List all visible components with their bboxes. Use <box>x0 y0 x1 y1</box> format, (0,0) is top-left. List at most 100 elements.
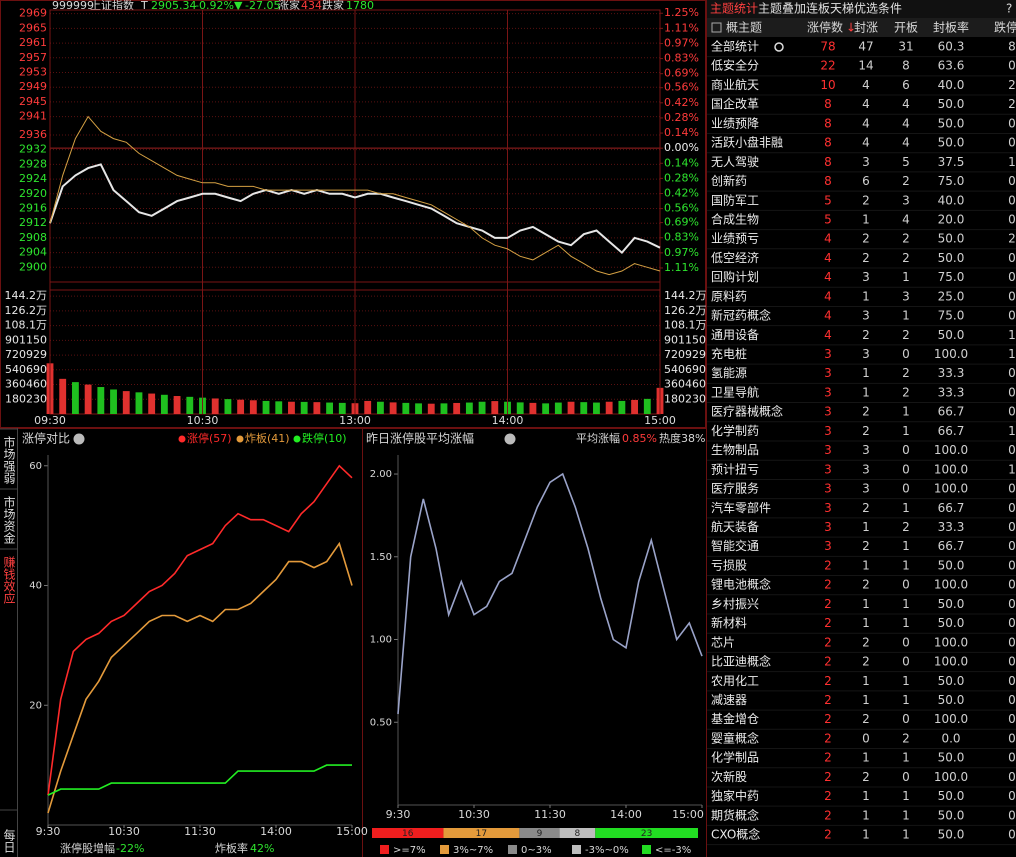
column-header[interactable]: 封涨 <box>854 20 878 35</box>
column-header[interactable]: 跌停数 <box>994 20 1016 35</box>
theme-name[interactable]: 期货概念 <box>711 807 759 822</box>
sort-arrow: ↓ <box>846 21 856 35</box>
table-cell: 2 <box>902 232 910 246</box>
theme-name[interactable]: 医疗器械概念 <box>711 404 783 419</box>
row-icon[interactable] <box>774 42 784 52</box>
theme-name[interactable]: 次新股 <box>711 769 747 784</box>
table-cell: 5 <box>902 155 910 169</box>
theme-name[interactable]: 婴童概念 <box>711 730 759 745</box>
volume-tick-label: 144.2万 <box>5 289 48 302</box>
info-icon[interactable] <box>73 433 85 445</box>
theme-name[interactable]: 全部统计 <box>711 39 759 54</box>
theme-name[interactable]: 化学制品 <box>711 750 759 765</box>
theme-name[interactable]: 低安全分 <box>711 58 759 73</box>
x-tick-label: 14:00 <box>260 825 292 838</box>
theme-name[interactable]: 氢能源 <box>711 365 747 380</box>
theme-name[interactable]: 农用化工 <box>711 674 759 688</box>
theme-name[interactable]: 芯片 <box>711 635 735 649</box>
table-cell: 50.0 <box>938 558 965 572</box>
theme-name[interactable]: 亏损股 <box>711 558 747 572</box>
theme-name[interactable]: 合成生物 <box>711 211 759 226</box>
theme-name[interactable]: 比亚迪概念 <box>711 654 771 669</box>
volume-tick-label: 126.2万 <box>5 304 48 317</box>
column-header[interactable]: 封板率 <box>933 20 969 35</box>
table-cell: 2 <box>824 828 832 842</box>
table-cell: 100.0 <box>934 635 968 649</box>
table-cell: 1 <box>862 520 870 534</box>
theme-name[interactable]: 原料药 <box>711 289 747 303</box>
column-header[interactable]: 开板 <box>894 21 918 35</box>
theme-name[interactable]: 基金增仓 <box>711 711 759 726</box>
theme-name[interactable]: 国企改革 <box>711 96 759 111</box>
theme-name[interactable]: 生物制品 <box>711 443 759 457</box>
theme-name[interactable]: 卫星导航 <box>711 384 759 399</box>
y-tick-label: 2936 <box>19 128 47 141</box>
table-cell: 0 <box>902 443 910 457</box>
theme-name[interactable]: 汽车零部件 <box>711 500 771 515</box>
theme-name[interactable]: 航天装备 <box>711 519 759 534</box>
table-tab[interactable]: 优选条件 <box>854 2 902 16</box>
volume-tick-label: 180230 <box>664 392 706 405</box>
theme-name[interactable]: 智能交通 <box>711 538 759 553</box>
volume-tick-label: 126.2万 <box>664 304 707 317</box>
table-cell: 66.7 <box>938 424 965 438</box>
legend-swatch <box>380 845 389 854</box>
theme-name[interactable]: 业绩预降 <box>711 116 759 130</box>
y-tick-label: 2957 <box>19 51 47 64</box>
column-header[interactable]: 概主题 <box>726 21 762 35</box>
theme-name[interactable]: 活跃小盘非融 <box>711 135 783 150</box>
info-icon[interactable] <box>504 433 516 445</box>
side-tab[interactable]: 每日 <box>2 828 16 853</box>
volume-bar <box>580 402 588 414</box>
theme-name[interactable]: 化学制药 <box>711 423 759 438</box>
table-cell: 50.0 <box>938 674 965 688</box>
heat: 热度38% <box>659 431 705 445</box>
theme-name[interactable]: 低空经济 <box>711 250 759 265</box>
theme-name[interactable]: 锂电池概念 <box>711 577 771 592</box>
side-tab[interactable]: 市场强弱 <box>2 435 16 485</box>
theme-name[interactable]: 创新药 <box>711 173 747 188</box>
table-cell: 1 <box>862 366 870 380</box>
table-cell: 1 <box>902 828 910 842</box>
volume-bar <box>453 402 461 414</box>
distribution-count: 9 <box>537 829 543 839</box>
theme-name[interactable]: 回购计划 <box>711 269 759 284</box>
help[interactable]: ? <box>1006 2 1012 16</box>
theme-name[interactable]: 通用设备 <box>711 328 759 342</box>
theme-name[interactable]: 新材料 <box>711 615 747 630</box>
theme-name[interactable]: 独家中药 <box>711 788 759 803</box>
table-cell: 3 <box>862 462 870 476</box>
table-cell: 8 <box>824 136 832 150</box>
theme-name[interactable]: 国防军工 <box>711 192 759 207</box>
theme-name[interactable]: 无人驾驶 <box>711 154 759 169</box>
theme-name[interactable]: 减速器 <box>711 693 747 707</box>
table-cell: 50.0 <box>938 789 965 803</box>
side-tab[interactable]: 赚钱效应 <box>2 555 16 604</box>
table-cell: 4 <box>824 309 832 323</box>
table-cell: 50.0 <box>938 136 965 150</box>
volume-bar <box>364 400 372 414</box>
column-header[interactable]: 涨停数 <box>807 20 843 35</box>
volume-bar <box>465 402 473 414</box>
x-tick-label: 14:00 <box>610 808 642 821</box>
table-cell: 8 <box>824 155 832 169</box>
table-tab[interactable]: 主题叠加 <box>758 2 806 16</box>
table-tab[interactable]: 连板天梯 <box>806 1 854 16</box>
theme-name[interactable]: 充电桩 <box>711 346 747 361</box>
table-cell: 2 <box>902 385 910 399</box>
theme-name[interactable]: 医疗服务 <box>711 481 759 496</box>
side-tab[interactable]: 市场资金 <box>2 495 16 544</box>
table-cell: 2 <box>862 501 870 515</box>
table-tab[interactable]: 主题统计 <box>710 2 758 16</box>
theme-name[interactable]: 业绩预亏 <box>711 232 759 246</box>
theme-name[interactable]: 乡村振兴 <box>711 597 759 611</box>
table-cell: 8 <box>824 116 832 130</box>
theme-name[interactable]: 商业航天 <box>711 77 759 92</box>
theme-name[interactable]: CXO概念 <box>711 827 760 842</box>
table-cell: 1 <box>902 501 910 515</box>
theme-name[interactable]: 新冠药概念 <box>711 308 771 323</box>
theme-name[interactable]: 预计扭亏 <box>711 462 759 476</box>
table-cell: 1 <box>862 616 870 630</box>
table-cell: 0 <box>902 462 910 476</box>
table-cell: 63.6 <box>938 59 965 73</box>
